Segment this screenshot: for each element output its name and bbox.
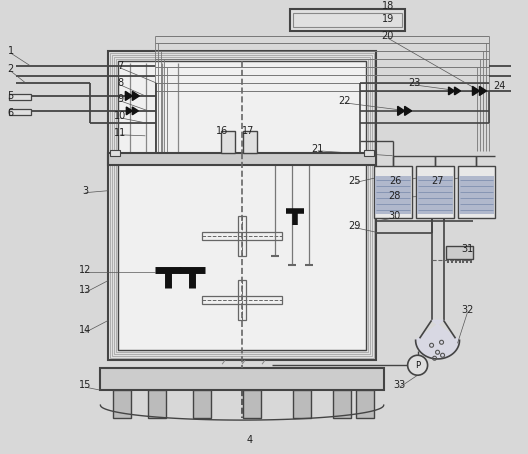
Text: 28: 28 [389,191,401,201]
Bar [202,232,282,240]
Polygon shape [416,321,459,359]
Text: 15: 15 [79,380,92,390]
Bar [148,390,166,418]
Text: 8: 8 [117,78,124,88]
Bar [446,246,474,260]
Polygon shape [126,107,133,115]
Bar [417,176,452,214]
Text: 14: 14 [79,326,91,336]
Text: 30: 30 [389,211,401,221]
Text: 21: 21 [312,144,324,154]
Text: 11: 11 [114,128,127,138]
Bar [108,153,376,165]
Bar [356,390,374,418]
Bar [416,166,454,217]
Bar [243,390,261,418]
Polygon shape [133,91,139,100]
Text: 18: 18 [382,1,394,11]
Bar [293,390,311,418]
Text: 23: 23 [409,78,421,88]
Bar [293,13,402,27]
Bar [202,296,282,304]
Bar [333,390,351,418]
Bar [115,57,370,354]
Text: 22: 22 [338,96,351,106]
Bar [238,281,246,321]
Bar [112,55,372,356]
Text: 10: 10 [114,111,127,121]
Text: 25: 25 [348,176,361,186]
Text: 1: 1 [7,46,14,56]
Bar [375,176,411,214]
Polygon shape [404,106,412,115]
Text: 32: 32 [461,306,474,316]
Text: 31: 31 [461,243,474,253]
Text: 20: 20 [382,31,394,41]
Text: 33: 33 [393,380,406,390]
Bar [100,368,384,390]
Bar [364,150,374,156]
Bar [374,166,412,217]
Bar [118,61,366,350]
Bar [114,390,131,418]
Bar [458,176,494,214]
Bar [116,59,367,352]
Text: 27: 27 [431,176,444,186]
Polygon shape [473,86,479,95]
Text: 4: 4 [247,435,253,445]
Text: P: P [415,361,420,370]
Text: 13: 13 [79,286,91,296]
Polygon shape [455,87,460,95]
Bar [108,51,376,360]
Bar [243,131,257,153]
Bar [193,390,211,418]
Polygon shape [398,106,404,115]
Text: 16: 16 [216,126,228,136]
Bar [238,216,246,256]
Text: 12: 12 [79,266,92,276]
Bar [110,150,120,156]
Text: 2: 2 [7,64,14,74]
Bar [221,131,235,153]
Text: 6: 6 [7,108,14,118]
Text: 29: 29 [348,221,361,231]
Text: 19: 19 [382,14,394,24]
Text: 17: 17 [242,126,254,136]
Text: 24: 24 [493,81,506,91]
Bar [8,94,31,100]
Polygon shape [125,91,133,100]
Text: 3: 3 [82,186,89,196]
Bar [110,53,374,358]
Bar [457,166,495,217]
Bar [290,9,404,31]
Bar [8,109,31,115]
Polygon shape [448,87,455,95]
Text: 5: 5 [7,91,14,101]
Text: 7: 7 [117,61,124,71]
Polygon shape [133,107,138,115]
Polygon shape [479,86,486,95]
Circle shape [408,355,428,375]
Text: 26: 26 [390,176,402,186]
Text: 9: 9 [117,94,124,104]
